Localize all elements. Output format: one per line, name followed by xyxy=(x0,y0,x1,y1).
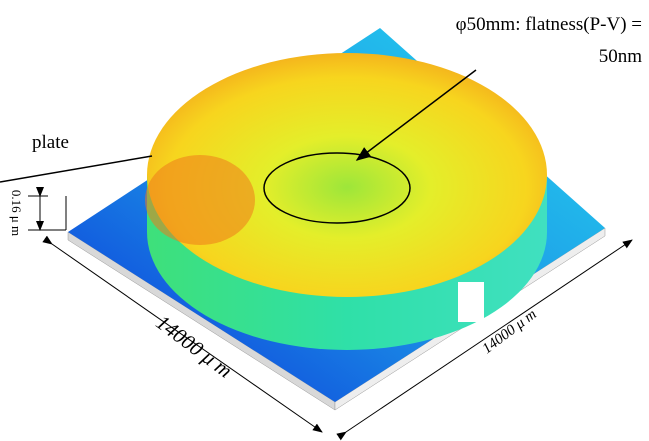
height-label: 0.16 μ m xyxy=(9,190,24,236)
figure: φ50mm: flatness(P-V) = 50nm plate 0.16 μ… xyxy=(0,0,649,441)
wall-gap xyxy=(458,282,484,322)
top-shade xyxy=(145,155,255,245)
plate-label: plate xyxy=(32,132,69,153)
leader-line xyxy=(0,156,152,182)
annotation: φ50mm: flatness(P-V) = xyxy=(456,14,642,35)
annotation: 50nm xyxy=(599,46,643,67)
